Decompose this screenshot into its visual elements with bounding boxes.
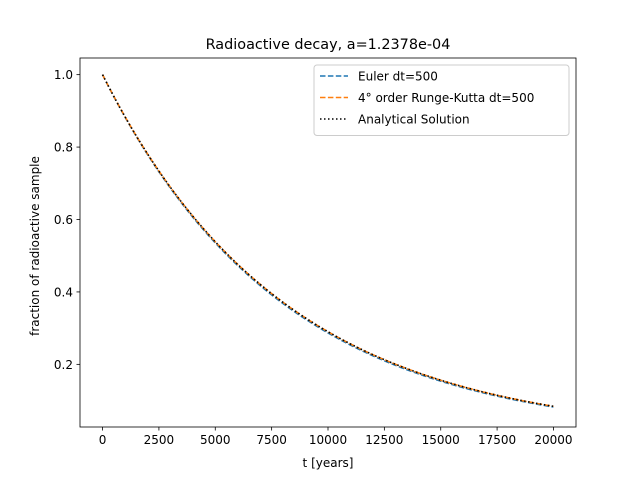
legend: Euler dt=500 4° order Runge-Kutta dt=500 A… [313, 64, 570, 136]
plot-area [101, 74, 554, 408]
y-tick-label: 0.2 [54, 358, 73, 372]
y-tick-label: 1.0 [54, 68, 73, 82]
x-tick-label: 0 [99, 433, 107, 447]
y-tick-label: 0.4 [54, 285, 73, 299]
x-tick-label: 12500 [365, 433, 403, 447]
legend-label: Analytical Solution [358, 113, 470, 127]
legend-label: 4° order Runge-Kutta dt=500 [358, 91, 534, 105]
x-tick-label: 2500 [144, 433, 175, 447]
series-line-2 [101, 74, 554, 408]
x-tick-label: 15000 [422, 433, 460, 447]
x-tick-label: 7500 [256, 433, 287, 447]
y-tick-label: 0.8 [54, 141, 73, 155]
y-tick-label: 0.6 [54, 213, 73, 227]
y-axis-ticks: 0.2 0.4 0.6 0.8 1.0 [54, 68, 80, 372]
legend-box [313, 64, 570, 136]
x-tick-label: 5000 [200, 433, 231, 447]
legend-label: Euler dt=500 [358, 70, 438, 84]
x-tick-label: 10000 [309, 433, 347, 447]
x-tick-label: 17500 [478, 433, 516, 447]
x-axis-ticks: 0 2500 5000 7500 10000 12500 15000 17500 20000 [99, 427, 573, 447]
x-tick-label: 20000 [534, 433, 572, 447]
axes-frame [79, 57, 577, 428]
x-axis-label: t [years] [303, 456, 354, 470]
y-axis-label: fraction of radioactive sample [28, 156, 42, 336]
chart-title: Radioactive decay, a=1.2378e-04 [206, 37, 451, 53]
